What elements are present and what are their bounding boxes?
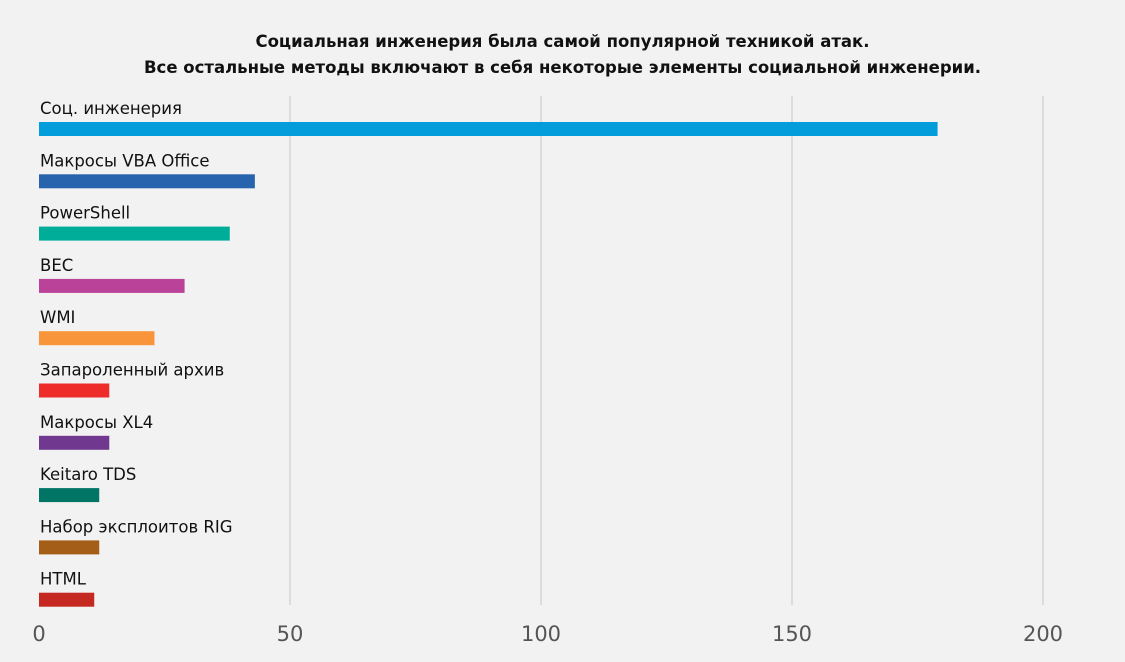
category-label: Макросы VBA Office [40,151,210,170]
category-label: Макросы XL4 [40,413,153,432]
bar [39,435,110,450]
category-label: Набор эксплоитов RIG [40,517,233,536]
x-tick-label: 100 [521,622,561,646]
category-label: Соц. инженерия [40,99,182,118]
category-label: HTML [40,570,87,589]
bar [39,226,230,241]
category-label: PowerShell [40,204,130,223]
category-label: BEC [40,256,73,275]
x-tick-label: 200 [1023,622,1063,646]
category-label: Keitaro TDS [40,465,136,484]
bar [39,331,155,346]
category-label: Запароленный архив [40,361,224,380]
bar [39,278,185,293]
x-tick-label: 0 [32,622,45,646]
bar [39,488,100,503]
bar [39,383,110,398]
bar [39,174,255,189]
bar [39,540,100,555]
chart-title-line-1: Социальная инженерия была самой популярн… [255,32,870,51]
bar [39,592,95,607]
bar [39,122,938,136]
x-tick-label: 150 [772,622,812,646]
chart-title-line-2: Все остальные методы включают в себя нек… [143,58,982,77]
category-label: WMI [40,308,75,327]
x-tick-label: 50 [277,622,304,646]
